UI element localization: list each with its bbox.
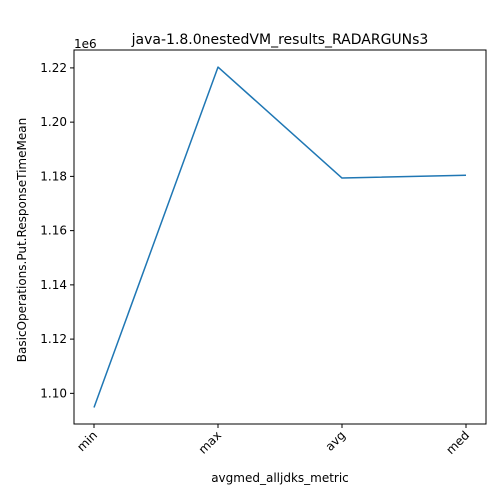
y-tick-label: 1.22	[40, 61, 67, 75]
x-axis-label: avgmed_alljdks_metric	[211, 471, 349, 485]
y-axis-offset-label: 1e6	[74, 37, 97, 51]
y-tick-label: 1.20	[40, 115, 67, 129]
y-tick-label: 1.10	[40, 386, 67, 400]
series-layer	[93, 66, 467, 408]
chart-title: java-1.8.0nestedVM_results_RADARGUNs3	[131, 32, 429, 48]
y-tick-label: 1.12	[40, 332, 67, 346]
axes-frame	[73, 49, 487, 425]
y-axis-ticks: 1.10 1.12 1.14 1.16 1.18 1.20 1.22	[40, 61, 74, 400]
series-line	[93, 66, 467, 408]
y-tick-label: 1.18	[40, 169, 67, 183]
y-tick-label: 1.16	[40, 224, 67, 238]
y-tick-label: 1.14	[40, 278, 67, 292]
y-axis-label: BasicOperations.Put.ResponseTimeMean	[15, 118, 29, 362]
